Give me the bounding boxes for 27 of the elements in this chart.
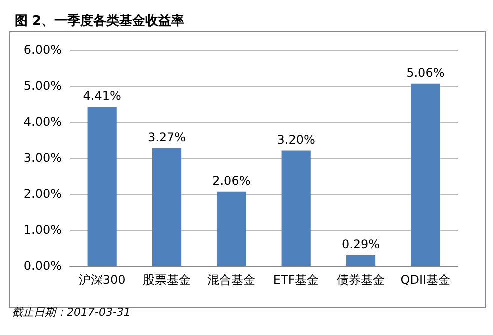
data-label: 3.27%: [148, 130, 186, 144]
bar: [282, 150, 311, 266]
data-label: 0.29%: [342, 238, 380, 252]
data-label: 4.41%: [83, 89, 122, 104]
y-tick-label: 1.00%: [24, 223, 62, 237]
x-tick-label: ETF基金: [273, 273, 320, 287]
bar: [152, 148, 182, 266]
text: 截止日期：2017-03-31: [12, 306, 131, 319]
chart-title: 图 2、一季度各类基金收益率: [15, 13, 185, 29]
y-tick-label: 4.00%: [24, 115, 62, 129]
y-tick-label: 3.00%: [24, 151, 62, 165]
y-tick-label: 0.00%: [24, 259, 62, 273]
x-tick-label: 沪深300: [78, 273, 126, 287]
data-label: 5.06%: [406, 66, 445, 80]
x-tick-label: QDII基金: [400, 273, 451, 287]
data-label: 3.20%: [277, 132, 316, 147]
y-tick-label: 5.00%: [24, 79, 62, 93]
y-tick-label: 6.00%: [24, 43, 62, 57]
bar: [411, 84, 440, 266]
x-tick-label: 债券基金: [337, 273, 385, 287]
x-tick-label: 混合基金: [208, 273, 256, 287]
data-label: 2.06%: [212, 174, 251, 188]
y-tick-label: 2.00%: [24, 187, 62, 201]
bar: [346, 256, 376, 266]
bar: [88, 107, 117, 266]
x-tick-label: 股票基金: [143, 273, 191, 287]
bar: [217, 192, 246, 266]
